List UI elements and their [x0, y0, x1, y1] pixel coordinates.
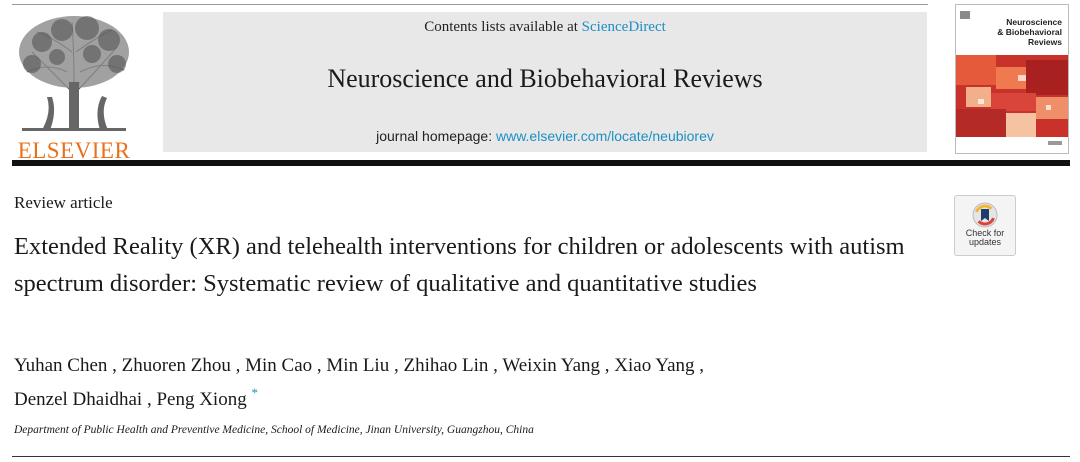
elsevier-logo[interactable]: ELSEVIER — [12, 12, 136, 163]
header-divider — [12, 160, 1070, 166]
badge-label: Check for updates — [955, 229, 1015, 247]
cover-title: Neuroscience & Biobehavioral Reviews — [962, 17, 1062, 47]
journal-banner: Contents lists available at ScienceDirec… — [163, 12, 927, 152]
sciencedirect-link[interactable]: ScienceDirect — [581, 19, 666, 35]
authors-line: Denzel Dhaidhai , Peng Xiong — [14, 389, 247, 410]
contents-line: Contents lists available at ScienceDirec… — [163, 19, 927, 36]
publisher-logo-text: ELSEVIER — [17, 138, 131, 163]
authors-line: Yuhan Chen , Zhuoren Zhou , Min Cao , Mi… — [14, 355, 705, 376]
cover-title-line: Reviews — [1027, 37, 1062, 47]
author-list: Yuhan Chen , Zhuoren Zhou , Min Cao , Mi… — [14, 352, 914, 413]
journal-cover-icon — [956, 11, 1068, 145]
elsevier-tree-logo-icon — [19, 16, 129, 131]
badge-line: Check for — [965, 228, 1005, 238]
contents-prefix: Contents lists available at — [424, 19, 582, 35]
journal-cover[interactable]: Neuroscience & Biobehavioral Reviews — [955, 4, 1069, 154]
affiliation: Department of Public Health and Preventi… — [14, 424, 534, 436]
journal-title: Neuroscience and Biobehavioral Reviews — [327, 64, 763, 93]
bottom-rule — [12, 456, 1070, 457]
badge-line: updates — [968, 237, 1002, 247]
journal-homepage-link[interactable]: www.elsevier.com/locate/neubiorev — [495, 128, 714, 144]
top-rule — [12, 4, 928, 5]
check-for-updates-badge[interactable]: Check for updates — [954, 195, 1016, 256]
authors-line-2: Denzel Dhaidhai , Peng Xiong * — [14, 379, 914, 413]
homepage-line: journal homepage: www.elsevier.com/locat… — [163, 128, 927, 144]
article-type: Review article — [14, 193, 113, 212]
cover-title-line: & Biobehavioral — [997, 27, 1062, 37]
article-title: Extended Reality (XR) and telehealth int… — [14, 233, 905, 297]
corresponding-author-link[interactable]: * — [251, 385, 258, 400]
cover-title-line: Neuroscience — [1006, 17, 1062, 27]
homepage-prefix: journal homepage: — [376, 128, 496, 144]
journal-header: ELSEVIER Contents lists available at Sci… — [0, 0, 1080, 170]
check-for-updates-icon — [972, 202, 998, 228]
